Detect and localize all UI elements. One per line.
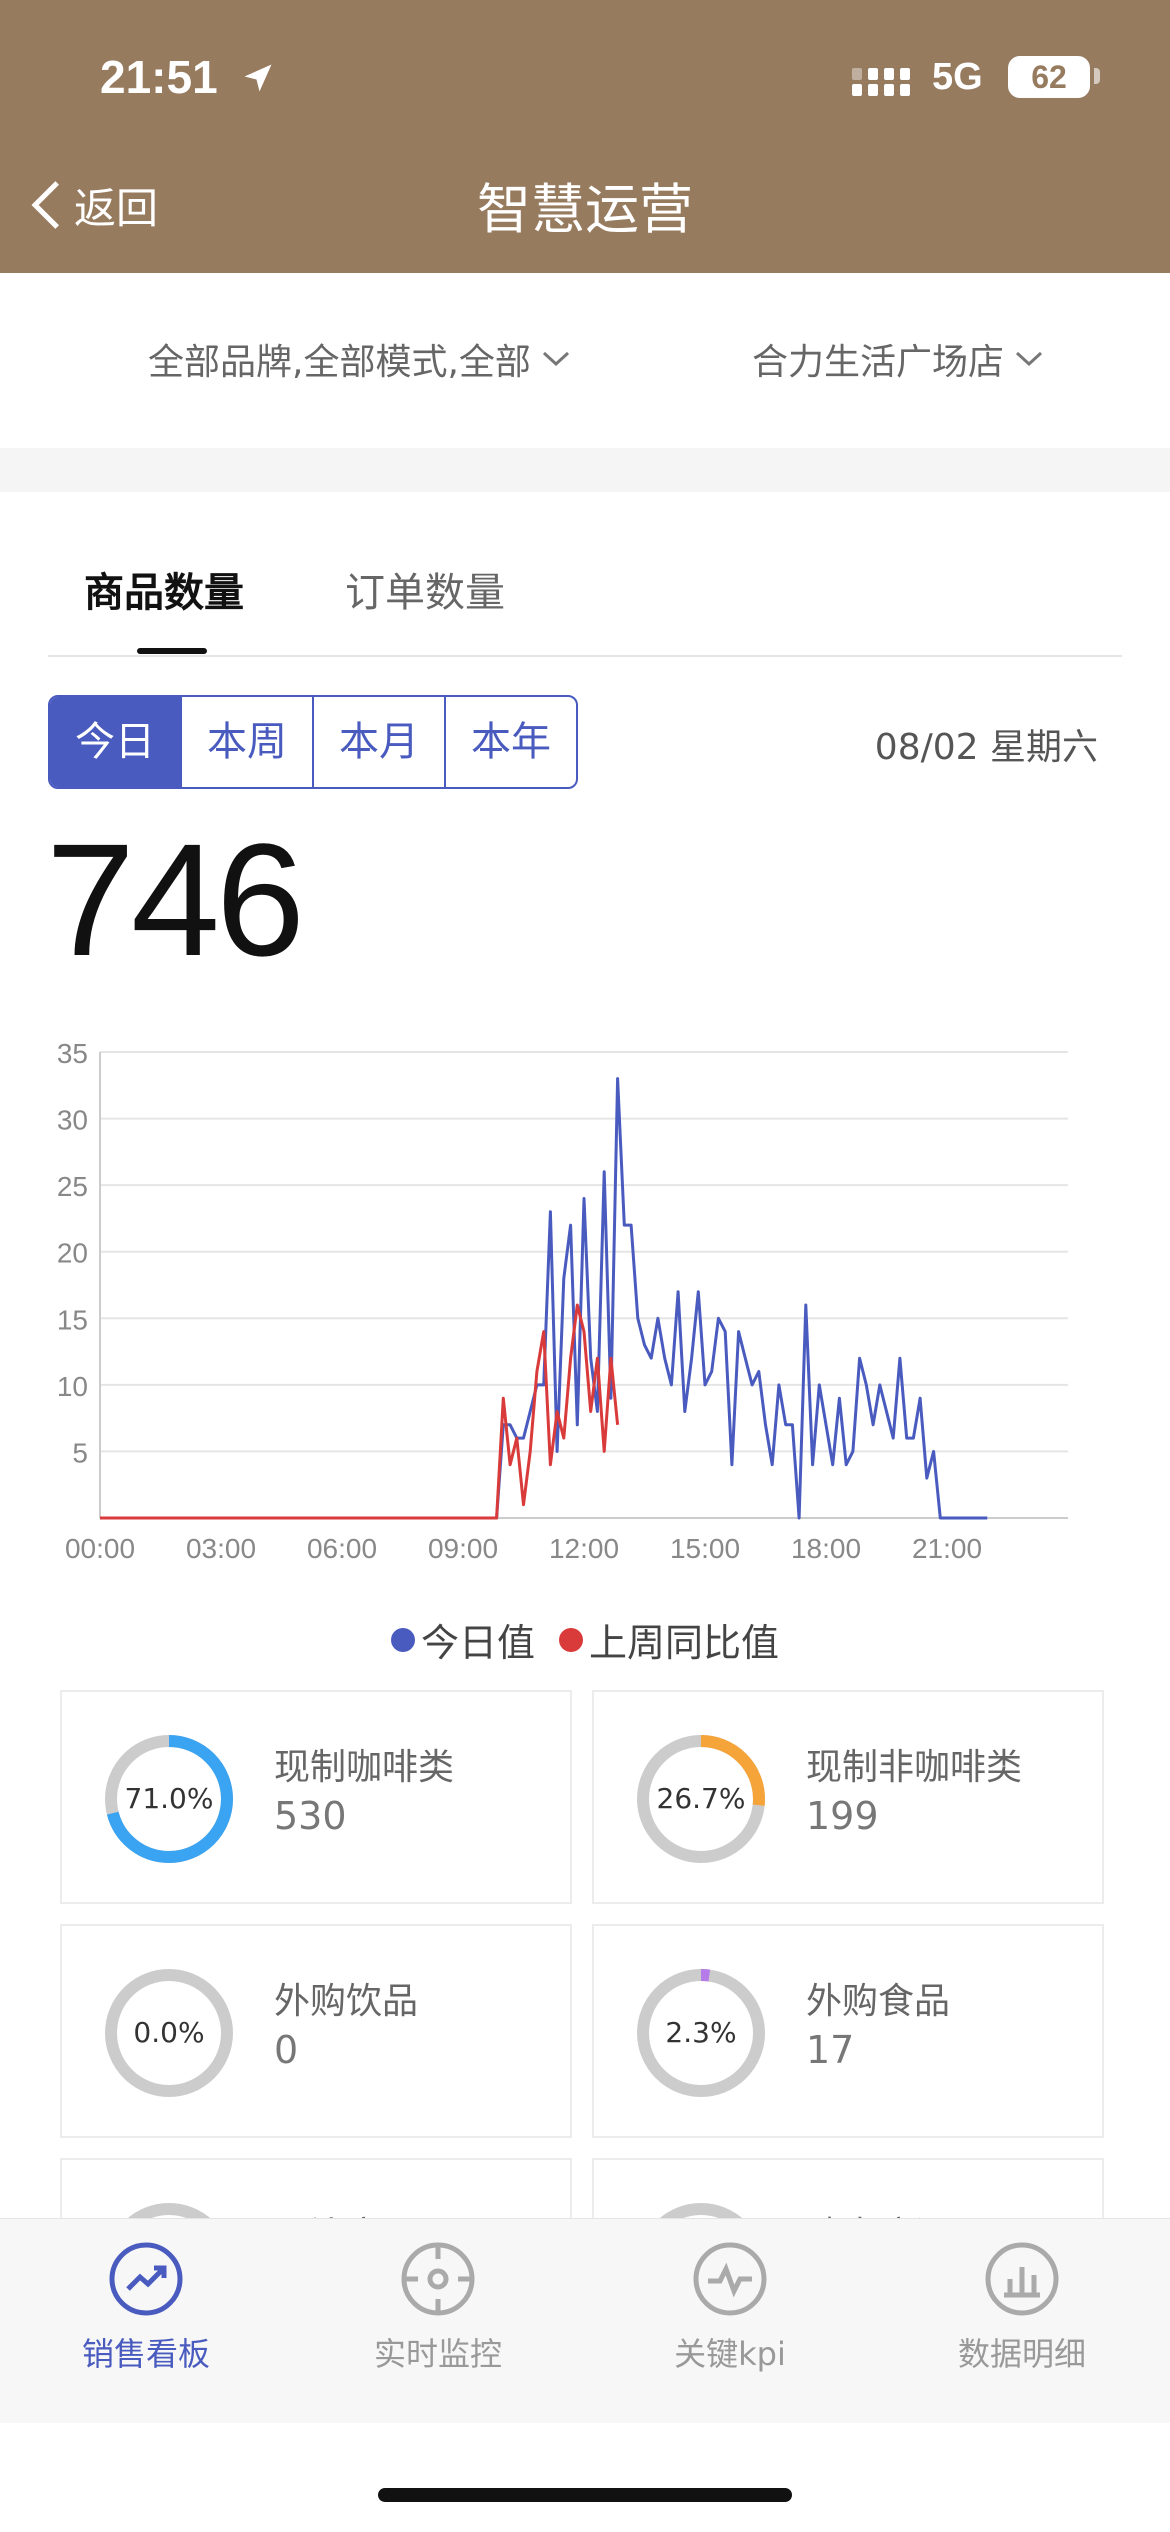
tabbar-label: 关键kpi — [674, 2335, 786, 2373]
period-selector: 今日 本周 本月 本年 — [48, 695, 578, 789]
tabbar-label: 数据明细 — [957, 2335, 1086, 2373]
period-today[interactable]: 今日 — [50, 697, 182, 787]
tab-product-count[interactable]: 商品数量 — [84, 570, 244, 616]
bottom-tab-bar: 销售看板 实时监控 关键kpi 数据明细 — [0, 2218, 1170, 2423]
y-tick-label: 25 — [57, 1171, 88, 1202]
category-card[interactable]: 0.0% 外购饮品 0 — [60, 1924, 572, 2138]
x-tick-label: 00:00 — [65, 1533, 135, 1564]
donut-fill — [637, 1969, 765, 2097]
legend-label-last-week: 上周同比值 — [589, 1621, 780, 1665]
tab-order-count[interactable]: 订单数量 — [345, 570, 505, 616]
bar-chart-icon — [985, 2242, 1059, 2316]
chart-legend: 今日值 上周同比值 — [0, 1612, 1170, 1667]
tabbar-data-detail[interactable]: 数据明细 — [876, 2239, 1168, 2375]
target-icon — [401, 2242, 475, 2316]
brand-filter[interactable]: 全部品牌,全部模式,全部 — [148, 333, 571, 385]
chevron-down-icon — [542, 351, 569, 367]
period-week[interactable]: 本周 — [182, 697, 314, 787]
tabbar-label: 销售看板 — [81, 2335, 210, 2373]
x-tick-label: 06:00 — [307, 1533, 377, 1564]
category-card[interactable]: 26.7% 现制非咖啡类 199 — [592, 1690, 1104, 1904]
x-tick-label: 09:00 — [428, 1533, 498, 1564]
category-value: 199 — [806, 1794, 879, 1838]
donut-fill — [105, 1735, 233, 1863]
store-filter-label: 合力生活广场店 — [752, 342, 1005, 383]
battery-tip — [1094, 68, 1100, 84]
chevron-left-icon — [31, 181, 60, 229]
donut-fill — [637, 1735, 765, 1863]
legend-label-today: 今日值 — [420, 1621, 535, 1665]
y-tick-label: 20 — [57, 1238, 88, 1269]
x-tick-label: 21:00 — [912, 1533, 982, 1564]
tabbar-realtime-monitor[interactable]: 实时监控 — [292, 2239, 584, 2375]
category-name: 现制咖啡类 — [274, 1747, 455, 1788]
tabs-divider — [48, 655, 1122, 657]
x-tick-label: 15:00 — [670, 1533, 740, 1564]
period-month[interactable]: 本月 — [314, 697, 446, 787]
filter-bar: 全部品牌,全部模式,全部 合力生活广场店 — [0, 273, 1170, 448]
tabbar-label: 实时监控 — [373, 2335, 502, 2373]
chevron-down-icon — [1016, 351, 1043, 367]
status-time: 21:51 — [100, 51, 218, 103]
legend-item-today: 今日值 — [390, 1612, 535, 1667]
trend-icon — [109, 2242, 183, 2316]
line-chart: 35 30 25 20 15 10 5 00:00 03:00 06:00 09:00 12:00 15… — [57, 1038, 1068, 1564]
brand-filter-label: 全部品牌,全部模式,全部 — [148, 342, 531, 383]
section-gap — [0, 448, 1170, 492]
donut-track — [105, 1969, 233, 2097]
x-tick-label: 18:00 — [791, 1533, 861, 1564]
store-filter[interactable]: 合力生活广场店 — [752, 333, 1044, 385]
period-year[interactable]: 本年 — [471, 719, 551, 765]
legend-dot-today — [390, 1627, 415, 1652]
category-percent: 71.0% — [124, 1782, 214, 1815]
y-tick-label: 35 — [57, 1038, 88, 1069]
donut-chart — [637, 1735, 765, 1863]
y-tick-label: 30 — [57, 1105, 88, 1136]
category-percent: 0.0% — [133, 2016, 205, 2049]
legend-dot-last-week — [559, 1627, 583, 1652]
category-value: 0 — [274, 2028, 299, 2072]
tabbar-key-kpi[interactable]: 关键kpi — [584, 2239, 876, 2375]
category-card[interactable]: 2.3% 外购食品 17 — [592, 1924, 1104, 2138]
total-count: 746 — [46, 810, 305, 989]
y-tick-label: 10 — [57, 1371, 88, 1402]
home-indicator — [378, 2488, 792, 2502]
pulse-icon — [693, 2242, 767, 2316]
battery-level: 62 — [1008, 56, 1090, 98]
signal-icon — [852, 68, 910, 96]
series-line-today — [100, 1077, 988, 1520]
current-date: 08/02 星期六 — [874, 727, 1098, 768]
donut-chart — [637, 1969, 765, 2097]
page-title: 智慧运营 — [477, 178, 693, 241]
category-name: 外购食品 — [806, 1981, 951, 2022]
category-name: 外购饮品 — [274, 1981, 419, 2022]
y-tick-label: 15 — [57, 1304, 88, 1335]
location-arrow-icon — [244, 64, 272, 92]
back-label: 返回 — [74, 183, 159, 233]
legend-item-last-week: 上周同比值 — [559, 1612, 779, 1667]
network-type: 5G — [932, 56, 983, 98]
donut-chart — [105, 1969, 233, 2097]
back-button[interactable]: 返回 — [30, 170, 158, 240]
category-percent: 2.3% — [665, 2016, 737, 2049]
category-card[interactable]: 71.0% 现制咖啡类 530 — [60, 1690, 572, 1904]
series-line-last-week — [100, 1303, 620, 1520]
category-value: 17 — [806, 2028, 855, 2072]
x-tick-label: 03:00 — [186, 1533, 256, 1564]
category-name: 现制非咖啡类 — [806, 1747, 1023, 1788]
category-value: 530 — [274, 1794, 347, 1838]
active-tab-indicator — [137, 648, 207, 654]
category-percent: 26.7% — [656, 1782, 746, 1815]
y-tick-label: 5 — [72, 1437, 88, 1468]
donut-chart — [105, 1735, 233, 1863]
tabbar-sales-board[interactable]: 销售看板 — [0, 2239, 292, 2375]
x-tick-label: 12:00 — [549, 1533, 619, 1564]
header: 21:51 5G 62 返回 智慧运营 — [0, 0, 1170, 273]
